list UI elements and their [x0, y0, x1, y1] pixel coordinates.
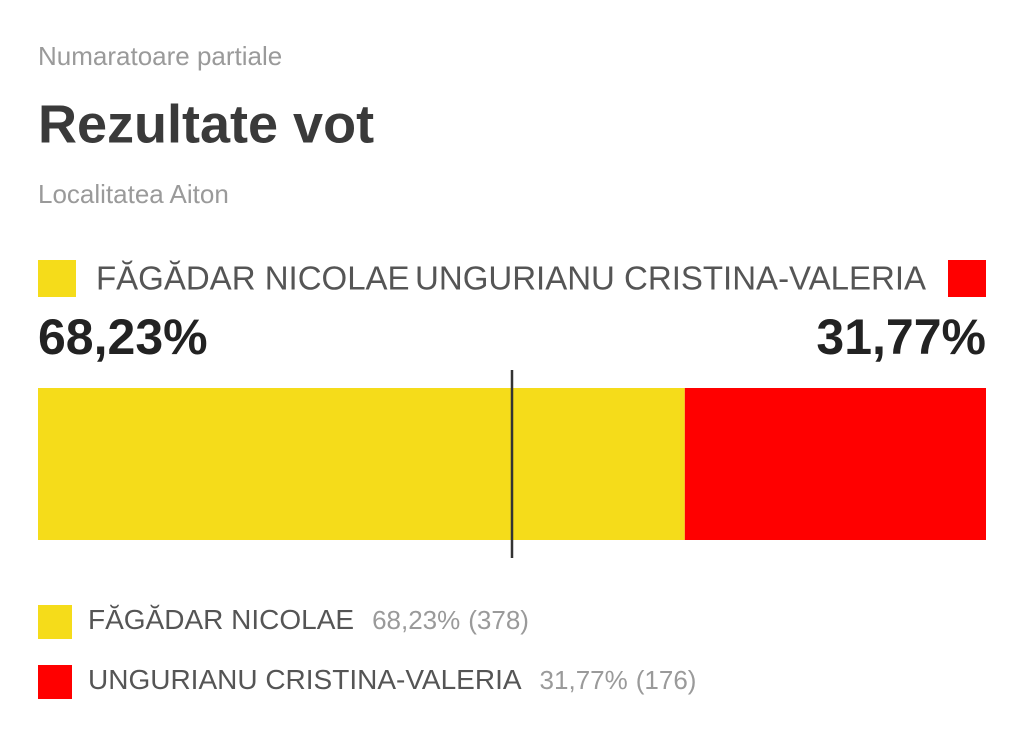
value-label: 31,77%: [816, 309, 986, 365]
legend-value: 31,77%: [540, 665, 628, 695]
legend-votes: (378): [468, 605, 529, 635]
chart-title: Rezultate vot: [38, 94, 374, 154]
legend-entry: FĂGĂDAR NICOLAE 68,23% (378): [88, 604, 529, 635]
legend-name: FĂGĂDAR NICOLAE: [88, 604, 354, 635]
legend-label: FĂGĂDAR NICOLAE: [96, 260, 410, 297]
kicker: Numaratoare partiale: [38, 41, 282, 71]
bar-segment: [38, 388, 685, 540]
value-label: 68,23%: [38, 309, 208, 365]
legend-name: UNGURIANU CRISTINA-VALERIA: [88, 664, 522, 695]
legend-value: 68,23%: [372, 605, 460, 635]
legend-entry: UNGURIANU CRISTINA-VALERIA 31,77% (176): [88, 664, 696, 695]
subtitle: Localitatea Aiton: [38, 179, 229, 209]
legend-swatch: [38, 665, 72, 699]
legend-label: UNGURIANU CRISTINA-VALERIA: [415, 260, 926, 297]
legend-votes: (176): [636, 665, 697, 695]
legend-swatch: [948, 260, 986, 297]
bar-segment: [684, 388, 986, 540]
legend-swatch: [38, 605, 72, 639]
legend-swatch: [38, 260, 76, 297]
